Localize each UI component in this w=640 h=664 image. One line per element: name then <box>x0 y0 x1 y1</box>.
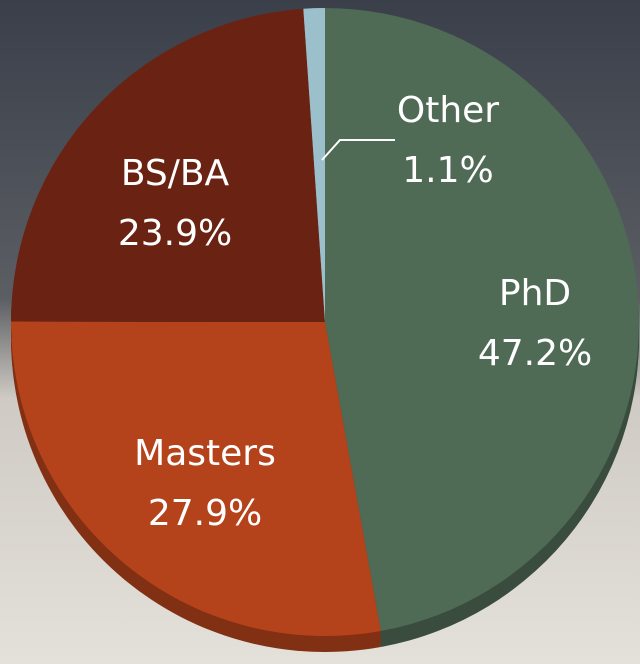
slice-label: Other <box>397 90 499 131</box>
chart: PhD 47.2% Masters 27.9% BS/BA 23.9% Other 1.1% <box>0 0 640 664</box>
slice-label: PhD <box>499 273 571 314</box>
slice-label: Masters <box>134 433 276 474</box>
slice-value-label: 23.9% <box>118 213 232 254</box>
slice-value-label: 27.9% <box>148 493 262 534</box>
pie-top <box>11 8 639 636</box>
slice-value-label: 1.1% <box>402 150 493 191</box>
slice-value-label: 47.2% <box>478 333 592 374</box>
slice-label: BS/BA <box>121 153 230 194</box>
page: {"chart_data": {"type": "pie", "categori… <box>0 0 640 664</box>
